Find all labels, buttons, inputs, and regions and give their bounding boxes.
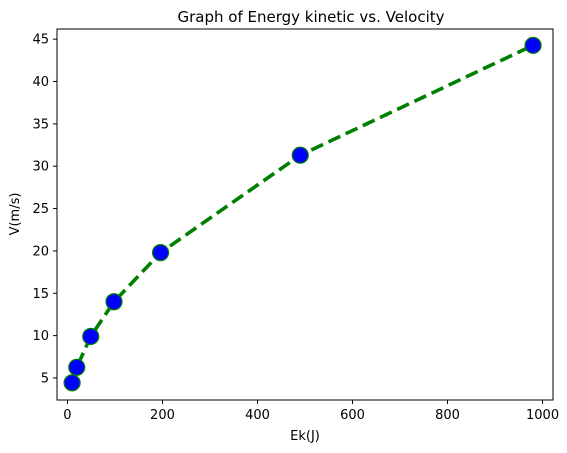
data-point [105, 293, 123, 311]
plot-data-layer [63, 36, 542, 392]
data-point [291, 146, 309, 164]
x-tick-label: 800 [435, 408, 460, 423]
y-tick-label: 10 [32, 329, 49, 344]
x-axis: 0 200 400 600 800 1000 [63, 400, 559, 423]
y-tick-label: 25 [32, 202, 49, 217]
data-point [82, 327, 100, 346]
x-tick-label: 0 [63, 408, 71, 423]
x-tick-label: 400 [245, 408, 270, 423]
y-tick-label: 40 [32, 75, 49, 90]
y-tick-label: 5 [41, 371, 49, 386]
y-axis-label: V(m/s) [8, 193, 23, 236]
y-tick-label: 20 [32, 244, 49, 259]
data-point [151, 244, 170, 262]
y-tick-label: 35 [32, 117, 49, 132]
data-point [524, 36, 542, 54]
x-axis-label: Ek(J) [290, 429, 320, 444]
chart-title: Graph of Energy kinetic vs. Velocity [177, 8, 444, 26]
data-point [63, 374, 81, 392]
y-tick-label: 15 [32, 287, 49, 302]
plot-area-frame [56, 28, 554, 401]
data-point [68, 358, 86, 376]
y-tick-label: 30 [32, 160, 49, 175]
x-tick-label: 200 [150, 408, 175, 423]
x-tick-label: 600 [340, 408, 365, 423]
x-tick-label: 1000 [526, 408, 559, 423]
y-axis: 5 10 15 20 25 30 35 40 45 [32, 33, 57, 386]
series-line [70, 43, 534, 384]
y-tick-label: 45 [32, 33, 49, 48]
